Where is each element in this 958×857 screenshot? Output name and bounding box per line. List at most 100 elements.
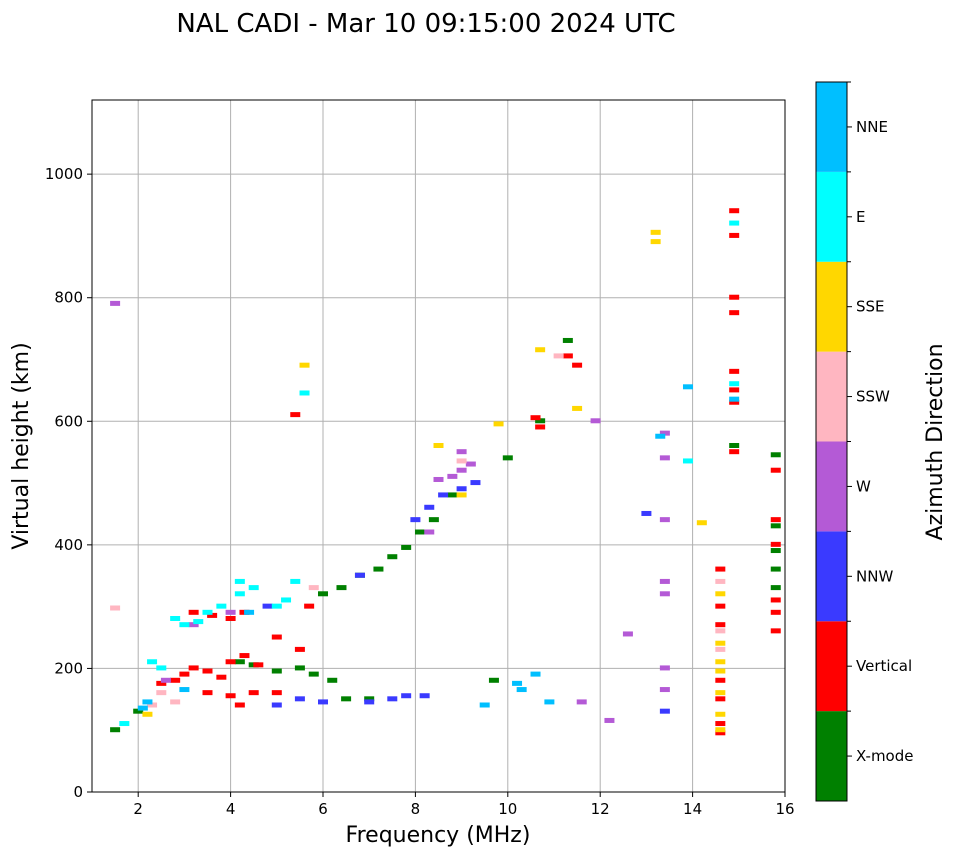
data-point-vertical xyxy=(715,566,726,572)
data-point-e xyxy=(147,659,158,665)
data-point-e xyxy=(202,609,213,615)
colorbar-tick-label: W xyxy=(856,477,871,495)
data-point-e xyxy=(170,616,181,621)
data-point-ssw xyxy=(308,585,319,591)
data-point-nnw xyxy=(456,486,467,492)
y-axis-ticks: 0 200 400 600 800 1000 xyxy=(45,165,92,801)
data-point-w xyxy=(160,677,171,683)
data-point-x-mode xyxy=(502,455,513,461)
data-point-vertical xyxy=(729,294,740,300)
data-point-w xyxy=(456,449,467,455)
data-point-vertical xyxy=(253,662,264,668)
data-point-vertical xyxy=(294,646,305,652)
data-point-w xyxy=(576,699,587,705)
data-point-vertical xyxy=(248,690,259,696)
data-point-nnw xyxy=(318,699,328,705)
data-point-sse xyxy=(535,347,546,353)
data-point-x-mode xyxy=(770,585,781,591)
data-point-e xyxy=(271,603,282,609)
y-tick-label: 600 xyxy=(54,412,83,430)
data-point-nne xyxy=(179,687,190,693)
data-point-ssw xyxy=(147,702,158,708)
data-point-sse xyxy=(650,229,661,235)
data-point-vertical xyxy=(562,353,573,359)
data-point-vertical xyxy=(729,449,740,455)
colorbar-segment xyxy=(816,621,847,712)
colorbar-segment xyxy=(816,261,847,352)
data-point-x-mode xyxy=(729,443,740,448)
data-point-vertical xyxy=(234,702,245,708)
data-point-vertical xyxy=(239,653,250,659)
data-point-nnw xyxy=(271,702,282,708)
data-point-e xyxy=(299,390,310,396)
data-point-e xyxy=(248,585,259,591)
data-point-vertical xyxy=(225,616,236,621)
data-point-x-mode xyxy=(336,585,347,591)
colorbar-tick-label: NNE xyxy=(856,118,888,136)
data-point-vertical xyxy=(156,680,167,686)
y-tick-label: 200 xyxy=(54,659,83,677)
data-point-sse xyxy=(493,421,504,427)
data-point-x-mode xyxy=(373,566,384,572)
data-point-x-mode xyxy=(133,708,144,714)
data-point-vertical xyxy=(202,668,213,674)
data-point-vertical xyxy=(207,612,218,618)
data-point-vertical xyxy=(715,603,726,609)
x-tick-label: 16 xyxy=(775,800,794,818)
data-point-nnw xyxy=(354,572,365,578)
data-point-vertical xyxy=(715,730,726,736)
data-point-vertical xyxy=(179,671,190,677)
data-point-ssw xyxy=(456,458,467,464)
data-point-sse xyxy=(433,443,444,448)
colorbar-tick-label: E xyxy=(856,208,865,226)
colorbar-tick-label: X-mode xyxy=(856,747,913,765)
data-point-nnw xyxy=(401,693,412,699)
data-point-w xyxy=(622,631,633,637)
data-point-vertical xyxy=(304,603,315,609)
data-point-sse xyxy=(299,362,310,368)
data-point-vertical xyxy=(729,387,740,393)
data-point-w xyxy=(659,687,670,693)
colorbar-segment xyxy=(816,711,847,801)
data-point-nne xyxy=(729,396,740,402)
data-point-vertical xyxy=(530,415,541,421)
x-tick-label: 6 xyxy=(318,800,328,818)
data-point-vertical xyxy=(770,541,781,547)
data-point-nne xyxy=(516,687,527,693)
data-point-vertical xyxy=(715,677,726,683)
colorbar: X-mode Vertical NNW W SSW SSE E NNE xyxy=(815,81,913,802)
data-point-vertical xyxy=(170,677,181,683)
data-point-w xyxy=(659,517,670,523)
data-point-nne xyxy=(479,702,490,708)
data-point-vertical xyxy=(729,208,740,214)
data-point-nnw xyxy=(364,699,375,705)
data-point-vertical xyxy=(271,690,282,696)
data-point-x-mode xyxy=(318,591,328,597)
data-point-vertical xyxy=(225,659,236,665)
data-point-vertical xyxy=(290,412,301,418)
data-point-vertical xyxy=(188,609,199,615)
data-point-e xyxy=(156,665,167,671)
x-tick-label: 4 xyxy=(226,800,236,818)
colorbar-tick-label: NNW xyxy=(856,567,893,585)
y-tick-label: 1000 xyxy=(45,165,83,183)
data-point-w xyxy=(424,529,435,535)
data-point-sse xyxy=(715,659,726,665)
data-point-x-mode xyxy=(401,544,412,550)
data-point-e xyxy=(179,622,190,628)
data-point-w xyxy=(225,609,236,615)
data-point-w xyxy=(465,461,476,467)
data-point-w xyxy=(659,455,670,461)
data-point-x-mode xyxy=(364,696,375,702)
x-axis-ticks: 2 4 6 8 10 12 14 16 xyxy=(133,792,795,818)
data-point-vertical xyxy=(729,368,740,374)
data-point-x-mode xyxy=(308,671,319,677)
data-point-w xyxy=(659,430,670,436)
data-point-e xyxy=(729,220,740,226)
data-point-x-mode xyxy=(447,492,458,498)
data-point-x-mode xyxy=(488,677,499,683)
colorbar-segment xyxy=(816,82,847,172)
x-tick-label: 2 xyxy=(133,800,143,818)
x-tick-label: 14 xyxy=(683,800,702,818)
